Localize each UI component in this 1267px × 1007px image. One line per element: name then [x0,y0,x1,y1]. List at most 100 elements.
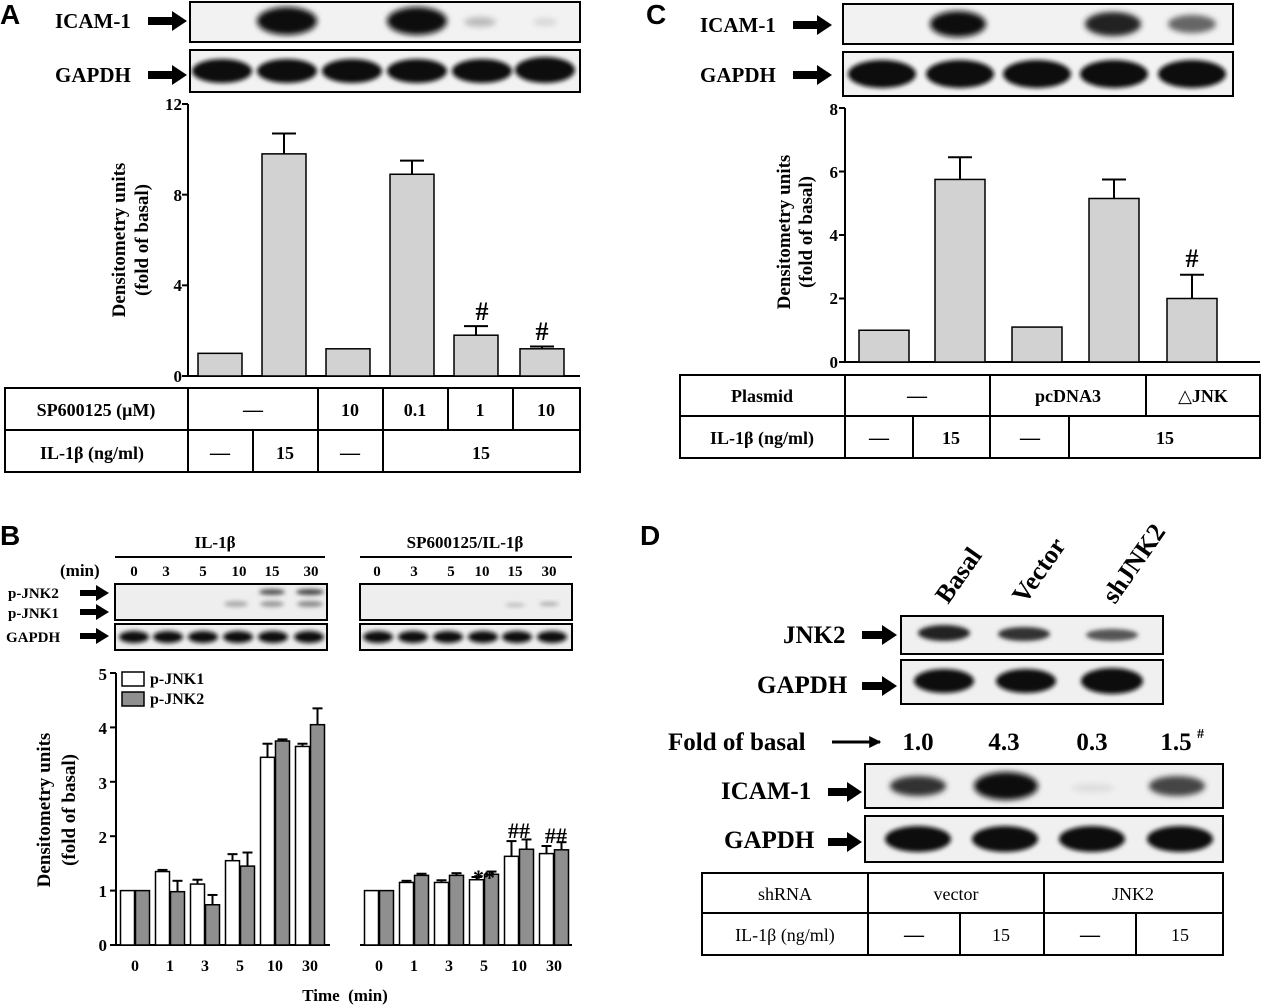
panel-b-ytick: 2 [99,828,108,847]
table-row-label: IL-1β (ng/ml) [710,428,814,449]
table-cell: 15 [1156,428,1174,448]
panel-b-bar-pjnk1 [259,756,276,946]
band [259,589,285,595]
panel-c-ylabel-line2: (fold of basal) [796,176,817,288]
panel-c-bar [1011,326,1063,363]
arrow-icon [80,628,109,644]
panel-a-condition-table [4,387,581,473]
time-label: 3 [162,564,170,580]
arrow-icon [80,604,109,620]
band [537,631,567,643]
panel-b-bar-pjnk2 [204,903,221,946]
time-label: 3 [410,564,418,580]
band [224,601,248,607]
panel-d-condition-table [701,872,1224,956]
panel-d-lane-label: Vector [1006,532,1071,608]
panel-c-ylabel-line1: Densitometry units [774,155,795,310]
panel-b-annotation: ## [545,823,567,848]
band [515,57,575,83]
band [257,7,317,35]
table-row-label: Plasmid [731,386,793,406]
panel-d-fold-value: 4.3 [988,729,1019,756]
panel-b-bar-pjnk2 [309,723,326,946]
table-cell: — [209,442,231,464]
band [1158,60,1226,88]
panel-c-bar [934,178,986,363]
xtick: 10 [511,958,527,975]
panel-b-bar-pjnk1 [503,855,520,946]
time-label: 15 [265,564,280,580]
table-row-label: IL-1β (ng/ml) [735,925,835,946]
panel-b-group-label: SP600125/IL-1β [407,533,524,552]
band [119,631,149,643]
panel-b-bar-pjnk2 [518,848,535,946]
panel-a-gapdh-bands [192,57,575,83]
band [153,631,183,643]
table-cell: 1 [476,400,485,420]
time-label: 30 [542,564,557,580]
band [257,59,317,83]
band [468,631,498,643]
panel-b-bar-pjnk1 [433,881,450,946]
panel-c-letter: C [646,0,666,30]
panel-b-ytick: 1 [99,882,108,901]
band [972,826,1038,852]
time-label: 5 [447,564,455,580]
time-label: 10 [475,564,490,580]
panel-b-group-label: IL-1β [194,533,235,552]
time-label: 15 [508,564,523,580]
panel-a-ylabel-line1: Densitometry units [109,163,130,318]
panel-d-fold-mark: # [1197,727,1204,742]
band [192,59,252,83]
panel-c-blot-label-icam1: ICAM-1 [700,13,776,37]
panel-b-xlabel: Time (min) [302,986,388,1005]
band [890,776,946,796]
panel-c-ytick: 0 [830,353,839,372]
table-cell: 15 [472,443,490,463]
panel-b-bar-pjnk1 [538,852,555,946]
panel-d-fold-value: 0.3 [1076,729,1107,756]
panel-a-ytick: 0 [174,367,183,386]
band [387,7,447,35]
panel-c-ytick: 6 [830,163,839,182]
panel-b-blot-times-left: 0 3 5 10 15 30 [130,564,318,580]
table-cell: pcDNA3 [1035,386,1101,406]
panel-b-blot-times-right: 0 3 5 10 15 30 [373,564,556,580]
panel-b-ylabel-line1: Densitometry units [34,733,55,888]
xtick: 3 [201,958,209,975]
panel-b-bar-pjnk2 [134,889,151,946]
arrow-icon [148,65,187,85]
panel-b-letter: B [0,520,20,551]
panel-b-ylabel-line2: (fold of basal) [59,754,80,866]
panel-a-blot-label-gapdh: GAPDH [55,63,131,87]
band [998,627,1050,641]
band [1080,60,1148,88]
panel-c-annotation: # [1186,244,1199,273]
arrow-icon [828,832,862,852]
panel-b-legend: p-JNK1 p-JNK2 [121,671,204,708]
panel-a-bar [325,348,371,377]
table-cell: 15 [1171,925,1189,945]
panel-c-icam1-bands [930,11,1216,37]
panel-b-bar-pjnk2 [274,740,291,946]
band [433,631,463,643]
band [1071,784,1115,792]
table-cell: 15 [992,925,1010,945]
panel-a-bar [197,352,243,377]
band [1168,15,1216,33]
panel-c-ytick: 2 [830,289,839,308]
table-cell: 15 [276,443,294,463]
band [452,59,512,83]
band [260,601,284,607]
panel-d-fold-value: 1.5 [1160,729,1191,756]
band [505,603,525,607]
band [464,17,496,27]
table-cell: — [903,924,925,946]
panel-b-gapdh-bands-left [119,631,324,643]
panel-c-condition-table [679,374,1261,459]
panel-b-bar-pjnk2 [169,890,186,946]
xtick: 5 [236,958,244,975]
time-label: 30 [304,564,319,580]
band [363,631,393,643]
table-row-label: shRNA [758,884,812,904]
